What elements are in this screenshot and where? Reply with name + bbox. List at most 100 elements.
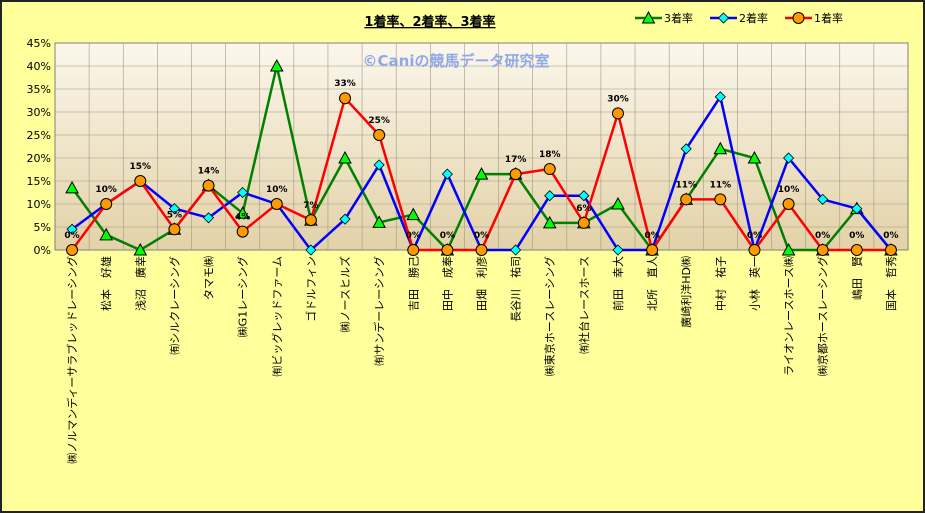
x-tick-label: ゴドルフィン bbox=[304, 256, 318, 322]
data-label: 5% bbox=[167, 210, 182, 220]
data-label: 30% bbox=[607, 94, 629, 104]
y-tick-label: 10% bbox=[27, 198, 51, 211]
x-tick-label: 国本 哲秀 bbox=[884, 256, 898, 311]
x-tick-label: ㈱ノースヒルズ bbox=[338, 256, 352, 332]
y-tick-label: 30% bbox=[27, 106, 51, 119]
data-point bbox=[816, 244, 829, 256]
data-point bbox=[66, 244, 79, 256]
x-tick-label: 嶋田 賢 bbox=[850, 256, 864, 300]
data-point bbox=[269, 58, 284, 72]
data-point bbox=[646, 244, 659, 256]
data-label: 33% bbox=[334, 79, 356, 89]
data-point bbox=[783, 152, 795, 164]
data-point bbox=[406, 207, 421, 221]
data-point bbox=[884, 244, 897, 256]
data-point bbox=[339, 213, 351, 225]
data-point bbox=[202, 212, 215, 224]
data-point bbox=[850, 244, 863, 256]
legend-marker bbox=[641, 10, 656, 24]
data-point bbox=[373, 159, 385, 171]
legend-marker bbox=[792, 12, 805, 24]
x-tick-label: 中村 祐子 bbox=[713, 256, 727, 311]
data-point bbox=[577, 216, 590, 229]
data-label: 6% bbox=[576, 204, 591, 214]
legend-label: 3着率 bbox=[664, 11, 693, 25]
data-label: 0% bbox=[815, 231, 830, 241]
series-2: 0% 10% 15% 5% 14% 4% 10% 7% 33% 25% 0% 0% 0% 17% 18% 6%… bbox=[64, 79, 899, 256]
x-tick-label: ㈲サンデーレーシング bbox=[372, 256, 386, 366]
data-point bbox=[578, 190, 590, 202]
data-point bbox=[65, 180, 79, 194]
data-point bbox=[542, 215, 557, 229]
x-tick-label: ㈲シルクレーシング bbox=[167, 256, 181, 355]
data-point bbox=[407, 244, 420, 256]
data-label: 0% bbox=[440, 231, 455, 241]
data-point bbox=[236, 225, 249, 238]
data-label: 0% bbox=[474, 231, 489, 241]
x-tick-label: 浅沼 廣幸 bbox=[133, 256, 147, 311]
data-label: 17% bbox=[505, 155, 527, 165]
data-label: 11% bbox=[675, 180, 697, 190]
data-point bbox=[509, 168, 522, 181]
watermark: ©Caniの競馬データ研究室 bbox=[363, 52, 550, 70]
x-tick-label: 北所 直人 bbox=[645, 256, 659, 311]
x-tick-label: ライオンレースホース㈱ bbox=[783, 256, 796, 376]
data-label: 15% bbox=[130, 162, 152, 172]
data-label: 0% bbox=[747, 231, 762, 241]
y-tick-label: 35% bbox=[27, 83, 51, 96]
data-point bbox=[510, 244, 522, 256]
data-point bbox=[133, 242, 148, 256]
x-tick-label: ㈱ノルマンディーサラブレッドレーシング bbox=[65, 256, 79, 464]
x-tick-label: ㈲社台レースホース bbox=[577, 256, 591, 354]
data-point bbox=[339, 92, 352, 105]
data-point bbox=[99, 227, 114, 241]
x-tick-label: タマモ㈱ bbox=[203, 256, 216, 300]
y-tick-label: 0% bbox=[34, 244, 51, 257]
data-label: 0% bbox=[644, 231, 659, 241]
x-tick-label: ㈱東京ホースレーシング bbox=[543, 256, 557, 376]
x-tick-label: 田中 成奉 bbox=[440, 256, 454, 311]
legend-label: 2着率 bbox=[739, 11, 768, 25]
data-label: 0% bbox=[64, 231, 79, 241]
data-label: 14% bbox=[198, 167, 220, 177]
data-point bbox=[714, 91, 726, 103]
data-point bbox=[611, 107, 624, 120]
data-point bbox=[441, 244, 454, 256]
data-point bbox=[372, 215, 386, 228]
data-point bbox=[237, 186, 249, 199]
data-point bbox=[544, 190, 556, 202]
data-point bbox=[713, 141, 728, 155]
data-point bbox=[747, 150, 762, 164]
data-point bbox=[543, 163, 556, 176]
data-point bbox=[851, 203, 863, 215]
y-tick-label: 5% bbox=[34, 221, 51, 234]
x-tick-label: 小林 英一 bbox=[747, 256, 761, 311]
x-tick-label: ㈱G1レーシング bbox=[236, 256, 250, 337]
data-label: 0% bbox=[406, 231, 421, 241]
x-tick-label: ㈱京都ホースレーシング bbox=[816, 256, 830, 376]
data-point bbox=[680, 143, 692, 155]
x-tick-label: 田畑 利彦 bbox=[475, 256, 489, 311]
legend-label: 1着率 bbox=[814, 11, 843, 25]
x-tick-label: 前田 幸大 bbox=[611, 256, 625, 311]
data-point bbox=[441, 168, 453, 180]
data-label: 7% bbox=[303, 201, 318, 211]
y-tick-label: 15% bbox=[27, 175, 51, 188]
data-point bbox=[168, 203, 180, 215]
data-point bbox=[817, 193, 829, 205]
data-label: 11% bbox=[710, 180, 732, 190]
chart-title: 1着率、2着率、3着率 bbox=[364, 14, 495, 30]
data-label: 0% bbox=[883, 231, 898, 241]
data-point bbox=[168, 223, 181, 236]
legend-marker bbox=[717, 12, 730, 24]
data-label: 10% bbox=[778, 185, 800, 195]
data-point bbox=[714, 193, 727, 206]
x-tick-label: 長谷川 祐司 bbox=[510, 256, 523, 322]
data-label: 0% bbox=[849, 231, 864, 241]
data-point bbox=[100, 198, 113, 210]
data-point bbox=[66, 223, 78, 235]
data-label: 25% bbox=[368, 116, 390, 126]
data-point bbox=[748, 244, 761, 256]
x-tick-label: 廣崎利洋HD㈱ bbox=[679, 256, 693, 328]
